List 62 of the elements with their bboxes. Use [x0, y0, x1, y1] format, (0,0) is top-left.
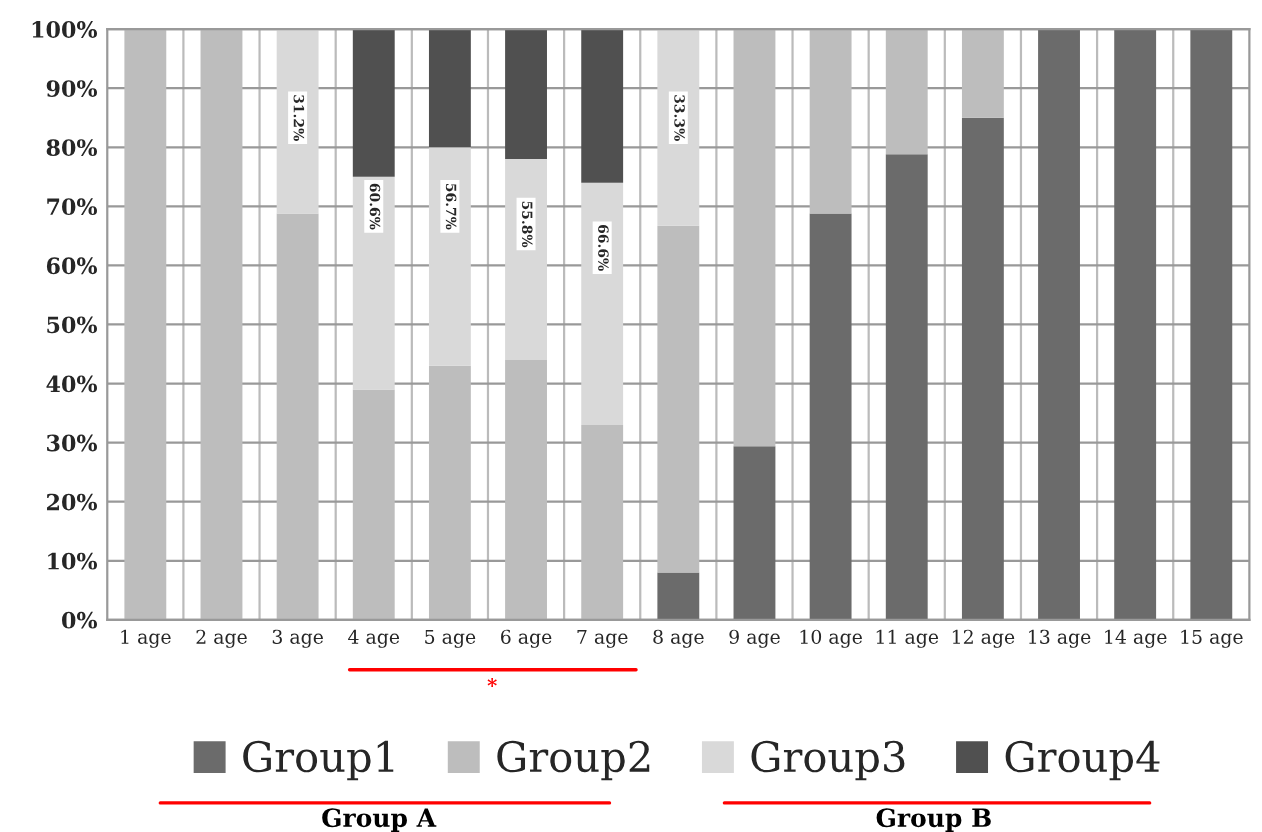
y-tick-label: 10% — [48, 552, 98, 570]
bar — [657, 225, 700, 573]
text: Group A — [322, 808, 437, 832]
x-tick-label: 10 age — [800, 629, 862, 648]
bar — [809, 213, 852, 620]
y-tick-label: 80% — [46, 139, 98, 157]
x-tick-label: 5 age — [425, 629, 476, 648]
bar — [1038, 29, 1080, 620]
legend-label: Group4 — [1005, 740, 1160, 781]
bar — [352, 176, 395, 390]
bar — [1114, 29, 1157, 620]
bar — [581, 29, 624, 183]
legend-label: Group1 — [243, 740, 394, 781]
y-tick-label: 50% — [47, 316, 98, 334]
bar — [581, 182, 624, 425]
x-tick-label: 7 age — [577, 629, 628, 648]
text: * — [487, 677, 497, 687]
bar — [809, 29, 852, 214]
bar — [657, 29, 700, 226]
bar — [124, 29, 167, 620]
legend-label: Group2 — [497, 740, 650, 781]
y-tick-label: 30% — [47, 434, 98, 452]
y-tick-label: 20% — [47, 493, 98, 511]
bar — [428, 29, 471, 148]
legend-label: Group3 — [751, 740, 905, 781]
x-tick-label: 4 age — [348, 629, 400, 648]
bar — [1190, 29, 1233, 620]
y-tick-label: 0% — [62, 611, 98, 629]
bar — [733, 446, 776, 620]
bar — [428, 365, 471, 620]
bar — [581, 424, 624, 620]
text: Group B — [876, 808, 991, 832]
bar — [733, 29, 776, 447]
x-tick-label: 12 age — [952, 629, 1015, 648]
bar — [276, 213, 319, 620]
bar — [352, 389, 395, 620]
x-tick-label: 6 age — [501, 629, 552, 648]
x-tick-label: 9 age — [729, 629, 780, 648]
bar — [505, 159, 547, 360]
bar — [200, 29, 243, 620]
x-tick-label: 2 age — [196, 629, 247, 648]
bar — [505, 359, 547, 620]
bar — [657, 572, 700, 620]
bar — [352, 29, 395, 177]
x-tick-label: 1 age — [121, 629, 171, 648]
y-tick-label: 70% — [47, 198, 98, 216]
x-tick-label: 13 age — [1029, 629, 1091, 648]
bar — [505, 29, 547, 160]
y-tick-label: 60% — [46, 257, 98, 275]
x-tick-label: 8 age — [653, 629, 704, 648]
y-tick-label: 90% — [46, 80, 98, 97]
y-tick-label: 100% — [32, 21, 98, 38]
x-tick-label: 14 age — [1105, 629, 1167, 648]
bar — [885, 29, 928, 155]
x-tick-label: 3 age — [272, 629, 323, 648]
bar — [961, 29, 1004, 118]
bar — [885, 154, 928, 620]
bar — [961, 117, 1004, 620]
x-tick-label: 15 age — [1181, 629, 1243, 648]
bar — [428, 147, 471, 366]
x-tick-label: 11 age — [876, 629, 939, 648]
y-tick-label: 40% — [46, 375, 98, 393]
